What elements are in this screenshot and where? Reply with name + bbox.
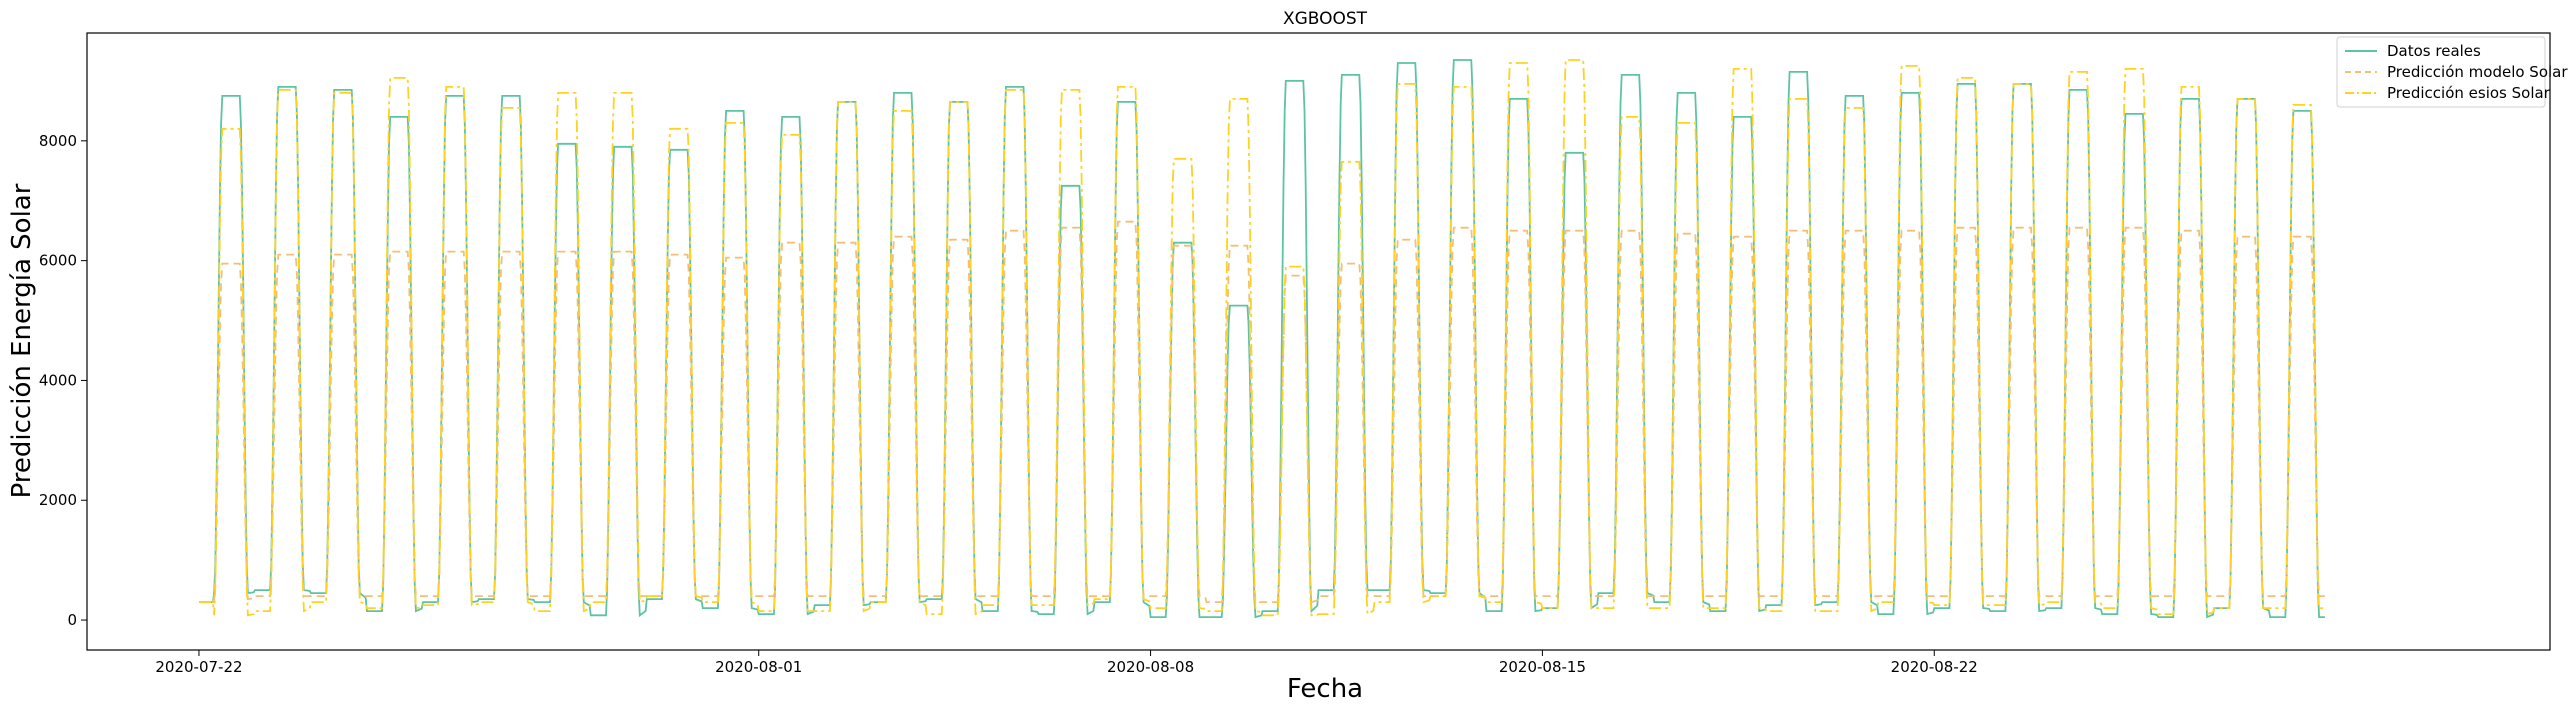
- y-tick-label: 2000: [39, 491, 77, 509]
- x-tick-label: 2020-07-22: [155, 658, 242, 676]
- x-tick-label: 2020-08-01: [715, 658, 802, 676]
- legend-label-datos-reales: Datos reales: [2387, 42, 2481, 60]
- x-tick-label: 2020-08-22: [1891, 658, 1978, 676]
- legend-label-prediccion-esios: Predicción esios Solar: [2387, 84, 2551, 102]
- series-line-1: [199, 220, 2325, 604]
- legend-frame: [2336, 36, 2546, 108]
- legend-label-prediccion-modelo: Predicción modelo Solar: [2387, 63, 2568, 81]
- x-axis: 2020-07-22 2020-08-01 2020-08-08 2020-08-15…: [155, 650, 1978, 676]
- y-tick-label: 6000: [39, 252, 77, 270]
- y-tick-label: 4000: [39, 371, 77, 389]
- series-line-2: [199, 59, 2325, 617]
- y-axis-label: Predicción Energía Solar: [7, 183, 37, 498]
- x-tick-label: 2020-08-15: [1499, 658, 1586, 676]
- series-layer: [199, 59, 2325, 619]
- y-axis: 0 2000 4000 6000 8000: [39, 132, 87, 629]
- y-tick-label: 0: [67, 611, 77, 629]
- x-tick-label: 2020-08-08: [1107, 658, 1194, 676]
- chart-title: XGBOOST: [1283, 9, 1368, 29]
- y-tick-label: 8000: [39, 132, 77, 150]
- x-axis-label: Fecha: [1287, 674, 1363, 704]
- legend: Datos reales Predicción modelo Solar Pre…: [2336, 36, 2568, 108]
